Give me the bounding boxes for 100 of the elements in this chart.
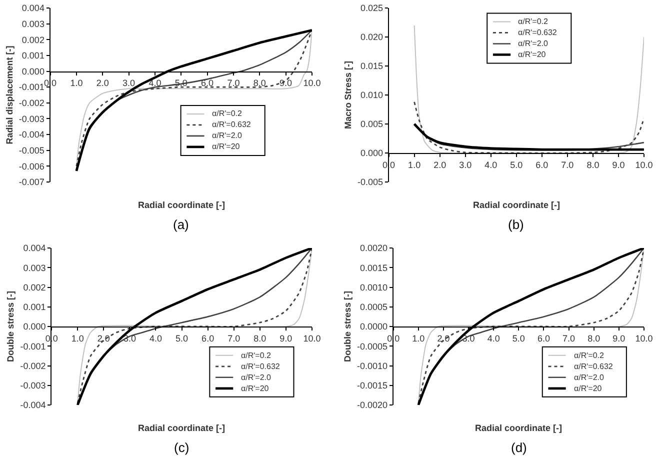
x-tick-label: 1.0: [70, 78, 83, 88]
text: (b): [508, 217, 524, 232]
x-tick-label: 10.0: [635, 160, 653, 170]
legend-label: α/R'=20: [212, 142, 240, 151]
y-axis-title: Double stress [-]: [342, 290, 352, 362]
y-tick-label: -0.001: [20, 341, 46, 352]
x-tick-label: 6.0: [202, 333, 214, 344]
x-tick-label: 4.0: [148, 78, 162, 88]
y-tick-label: 0.002: [23, 282, 46, 292]
y-axis-title: Macro Stress [-]: [342, 60, 353, 130]
y-tick-label: 0.003: [22, 18, 44, 29]
x-tick-label: 2.0: [97, 333, 110, 344]
y-tick-label: 0.004: [22, 3, 44, 14]
y-tick-label: -0.004: [20, 400, 46, 410]
y-axis-title: Radial displacement [-]: [4, 46, 14, 144]
x-tick-label: 2.0: [96, 78, 109, 88]
legend-label: α/R'=2.0: [241, 373, 272, 382]
y-tick-label: -0.007: [18, 177, 44, 188]
x-tick-label: 3.0: [462, 333, 475, 344]
y-tick-label: 0.010: [360, 90, 383, 100]
line-series: [414, 24, 644, 154]
legend-label: α/R'=20: [241, 384, 270, 393]
x-tick-label: 10.0: [635, 333, 653, 344]
y-tick-label: 0.005: [360, 119, 383, 130]
y-tick-label: 0.000: [23, 322, 46, 332]
line-series: [414, 101, 644, 154]
legend-label: α/R'=0.632: [518, 28, 558, 37]
y-tick-label: 0.003: [23, 262, 46, 273]
x-tick-label: 6.0: [537, 333, 550, 344]
x-tick-label: 4.0: [149, 333, 162, 344]
y-tick-label: -0.005: [357, 177, 383, 188]
text: (a): [173, 217, 189, 232]
y-tick-label: 0.000: [360, 148, 383, 158]
y-tick-label: 0.0020: [360, 243, 388, 254]
y-tick-label: -0.003: [20, 380, 46, 391]
y-tick-label: -0.002: [18, 98, 44, 108]
x-tick-label: 4.0: [484, 160, 498, 170]
x-tick-label: 8.0: [586, 160, 600, 170]
x-tick-label: 1.0: [408, 160, 421, 170]
y-tick-label: -0.005: [18, 146, 44, 156]
text: (d): [511, 440, 527, 455]
x-axis-title: Radial coordinate [-]: [473, 200, 560, 210]
x-tick-label: 2.0: [437, 333, 450, 344]
y-tick-label: -0.003: [18, 114, 44, 124]
y-tick-label: -0.004: [18, 130, 44, 140]
x-tick-label: 10.0: [303, 333, 321, 344]
y-tick-label: 0.025: [360, 3, 383, 14]
x-tick-label: 3.0: [123, 333, 136, 344]
x-tick-label: 6.0: [536, 160, 548, 170]
x-tick-label: 9.0: [612, 333, 626, 344]
legend-label: α/R'=20: [518, 50, 546, 59]
legend-label: α/R'=0.2: [574, 351, 604, 360]
x-tick-label: 7.0: [562, 333, 576, 344]
x-tick-label: 7.0: [561, 160, 574, 170]
y-tick-label: 0.0015: [360, 262, 388, 273]
x-tick-label: 8.0: [588, 333, 600, 344]
x-tick-label: 10.0: [303, 78, 321, 88]
legend-label: α/R'=0.2: [212, 109, 242, 118]
x-tick-label: 1.0: [412, 333, 425, 344]
y-tick-label: -0.0015: [357, 380, 388, 391]
y-tick-label: -0.006: [18, 161, 44, 172]
x-tick-label: 8.0: [253, 78, 266, 88]
y-tick-label: -0.0010: [357, 360, 388, 371]
y-tick-label: -0.002: [20, 360, 46, 371]
legend-label: α/R'=0.632: [574, 362, 614, 371]
y-tick-label: -0.001: [18, 82, 44, 92]
y-tick-label: 0.004: [23, 243, 46, 254]
x-tick-label: 2.0: [434, 160, 446, 170]
text: (c): [174, 440, 190, 455]
x-axis-title: Radial coordinate [-]: [138, 200, 226, 210]
legend-label: α/R'=0.632: [212, 120, 252, 129]
x-tick-label: 3.0: [122, 78, 136, 88]
y-tick-label: 0.0005: [360, 302, 388, 312]
x-axis-title: Radial coordinate [-]: [138, 423, 226, 433]
y-tick-label: -0.0020: [357, 400, 388, 410]
x-tick-label: 7.0: [227, 78, 240, 88]
y-tick-label: 0.020: [360, 32, 383, 42]
legend-label: α/R'=2.0: [574, 373, 604, 382]
legend-label: α/R'=2.0: [212, 131, 242, 140]
y-tick-label: 0.000: [22, 66, 44, 76]
x-tick-label: 6.0: [201, 78, 214, 88]
y-tick-label: 0.002: [22, 34, 44, 45]
x-tick-label: 5.0: [510, 160, 523, 170]
y-tick-label: 0.001: [23, 302, 46, 312]
x-tick-label: 9.0: [612, 160, 625, 170]
x-tick-label: 5.0: [512, 333, 525, 344]
x-axis-title: Radial coordinate [-]: [475, 423, 562, 433]
x-tick-label: 9.0: [280, 78, 292, 88]
y-tick-label: 0.0000: [360, 322, 388, 332]
y-tick-label: -0.0005: [357, 341, 388, 352]
y-tick-label: 0.015: [360, 61, 383, 72]
legend-label: α/R'=0.2: [241, 351, 272, 360]
x-tick-label: 3.0: [459, 160, 472, 170]
legend-label: α/R'=0.632: [241, 362, 280, 371]
y-tick-label: 0.0010: [360, 282, 388, 292]
y-tick-label: 0.001: [22, 50, 44, 61]
legend-label: α/R'=20: [574, 384, 602, 393]
x-tick-label: 7.0: [228, 333, 240, 344]
x-tick-label: 1.0: [71, 333, 84, 344]
x-tick-label: 9.0: [280, 333, 292, 344]
